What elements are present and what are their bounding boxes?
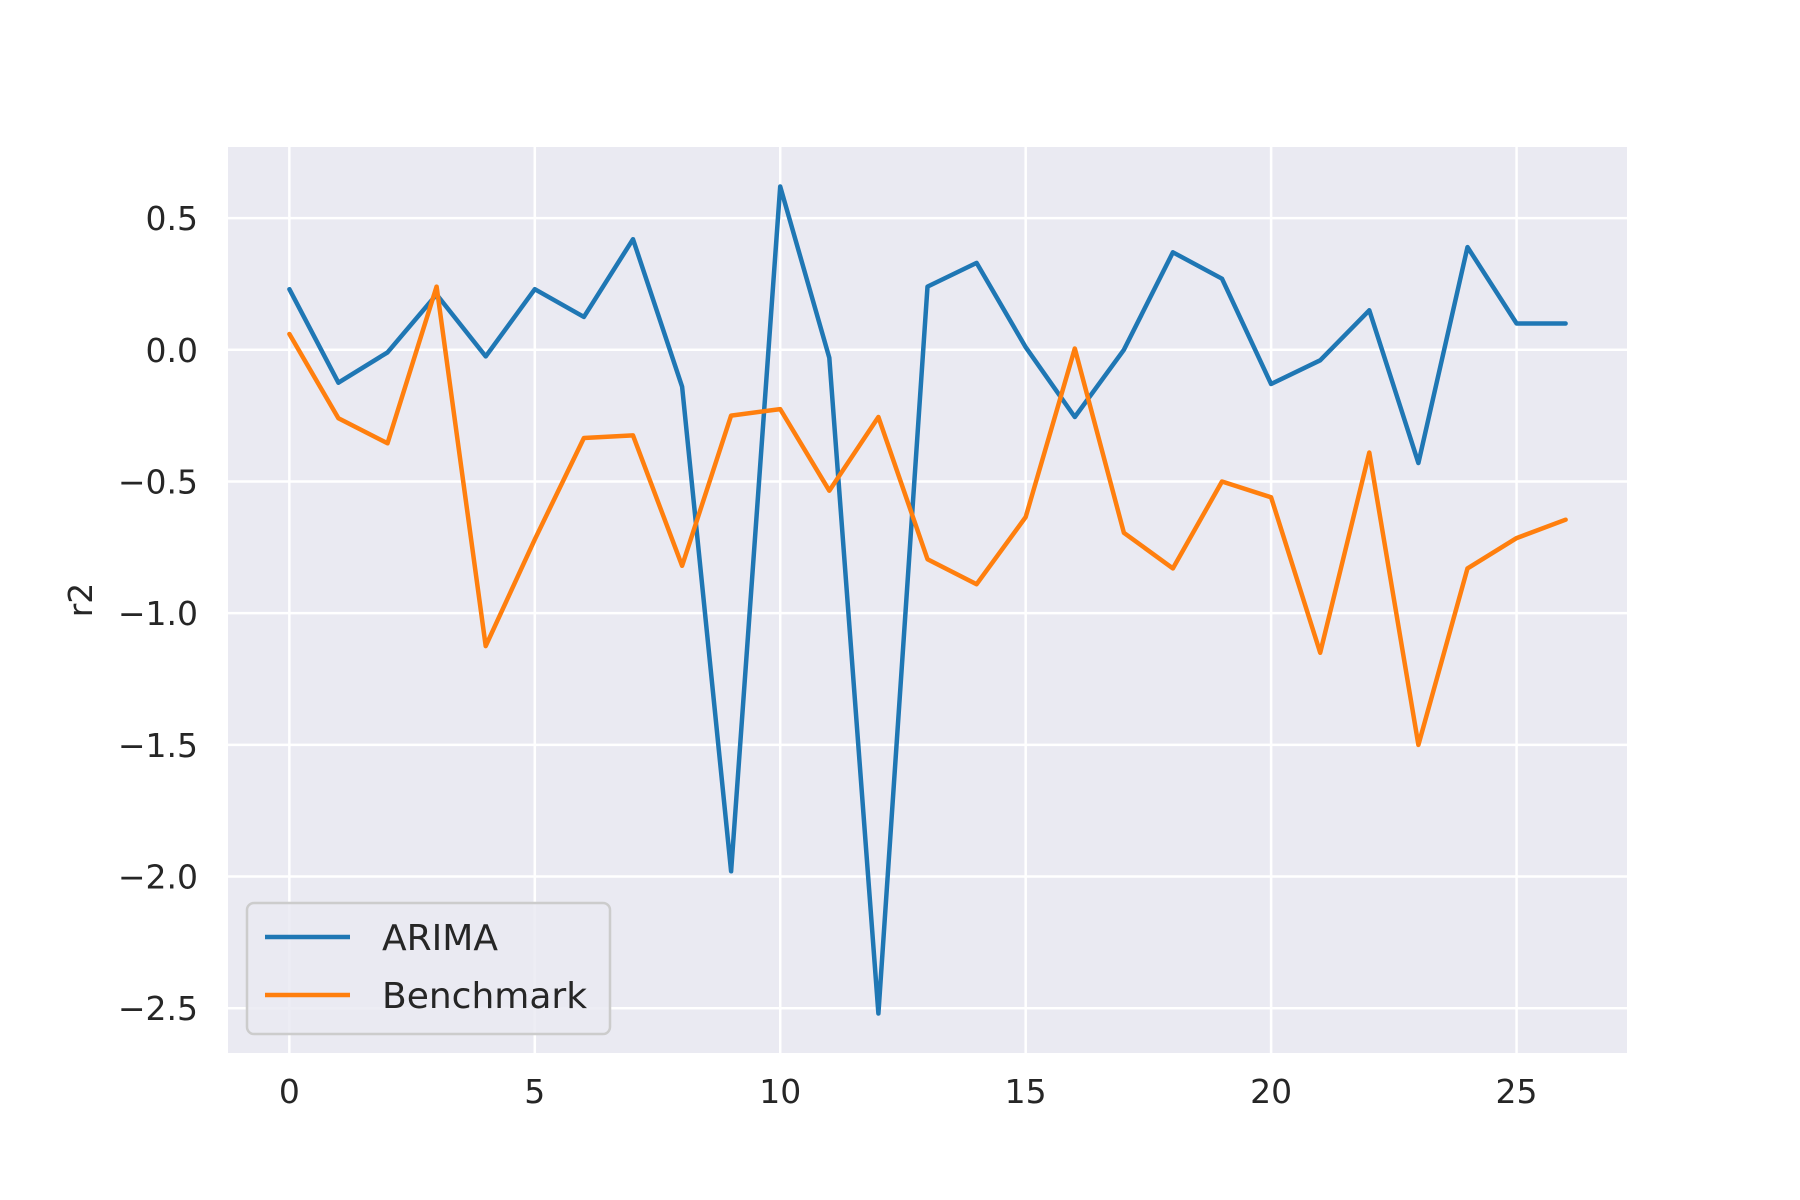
x-axis: 0 5 10 15 20 25 xyxy=(279,1072,1538,1111)
series-layer xyxy=(287,184,1568,1016)
y-tick-label: −0.5 xyxy=(118,462,198,501)
x-tick-label: 15 xyxy=(1005,1072,1047,1111)
legend-label: ARIMA xyxy=(382,918,498,959)
x-tick-label: 5 xyxy=(524,1072,545,1111)
y-axis-label: r2 xyxy=(61,583,100,618)
legend-label: Benchmark xyxy=(382,976,587,1017)
y-tick-label: −2.5 xyxy=(118,989,198,1028)
legend: ARIMA Benchmark xyxy=(245,901,612,1036)
y-tick-label: −1.0 xyxy=(118,594,198,633)
y-axis: 0.5 0.0 −0.5 −1.0 −1.5 −2.0 −2.5 xyxy=(118,199,198,1028)
series-line-benchmark xyxy=(287,284,1568,748)
y-tick-label: −1.5 xyxy=(118,726,198,765)
y-tick-label: 0.0 xyxy=(146,331,198,370)
x-tick-label: 25 xyxy=(1496,1072,1538,1111)
y-tick-label: 0.5 xyxy=(146,199,198,238)
x-tick-label: 20 xyxy=(1250,1072,1292,1111)
y-tick-label: −2.0 xyxy=(118,858,198,897)
x-tick-label: 0 xyxy=(279,1072,300,1111)
x-tick-label: 10 xyxy=(759,1072,801,1111)
series-line-arima xyxy=(287,184,1568,1016)
